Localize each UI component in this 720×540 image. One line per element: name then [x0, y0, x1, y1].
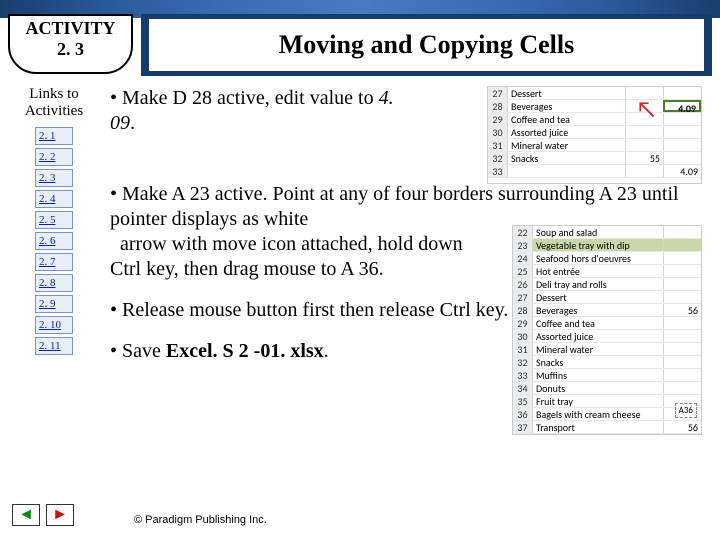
table-row: 25Hot entrée: [513, 265, 701, 278]
link-2-4[interactable]: 2. 4: [35, 190, 73, 208]
activity-badge: ACTIVITY 2. 3: [8, 14, 133, 74]
slide: ACTIVITY 2. 3 Moving and Copying Cells L…: [0, 0, 720, 540]
slide-title: Moving and Copying Cells: [149, 19, 705, 71]
table-row: 30Assorted juice: [513, 330, 701, 343]
link-2-7[interactable]: 2. 7: [35, 253, 73, 271]
figure-drag-cell: 22Soup and salad23Vegetable tray with di…: [512, 225, 702, 435]
drag-tooltip: A36: [675, 403, 697, 418]
sidebar: Links to Activities 2. 1 2. 2 2. 3 2. 4 …: [8, 86, 100, 358]
table-row: 29Coffee and tea: [513, 317, 701, 330]
activity-label: ACTIVITY: [10, 18, 131, 39]
copyright: © Paradigm Publishing Inc.: [134, 514, 267, 526]
next-button[interactable]: ►: [46, 504, 74, 526]
table-row: 35Fruit tray: [513, 395, 701, 408]
table-row: 24Seafood hors d'oeuvres: [513, 252, 701, 265]
cursor-icon: ↖: [636, 95, 657, 124]
link-2-11[interactable]: 2. 11: [35, 337, 73, 355]
link-2-3[interactable]: 2. 3: [35, 169, 73, 187]
table-row: 27Dessert: [513, 291, 701, 304]
title-container: Moving and Copying Cells: [141, 14, 712, 76]
bullet-3: • Release mouse button first then releas…: [110, 298, 510, 323]
links-heading: Links to Activities: [8, 86, 100, 121]
table-row: 28Beverages56: [513, 304, 701, 317]
table-row: 34Donuts: [513, 382, 701, 395]
table-row: 22Soup and salad: [513, 226, 701, 239]
link-2-6[interactable]: 2. 6: [35, 232, 73, 250]
table-row: 36Bagels with cream cheese: [513, 408, 701, 421]
link-2-10[interactable]: 2. 10: [35, 316, 73, 334]
link-2-5[interactable]: 2. 5: [35, 211, 73, 229]
link-2-1[interactable]: 2. 1: [35, 127, 73, 145]
table-row: 23Vegetable tray with dip: [513, 239, 701, 252]
table-row: 33Muffins: [513, 369, 701, 382]
link-2-9[interactable]: 2. 9: [35, 295, 73, 313]
prev-button[interactable]: ◄: [12, 504, 40, 526]
header: ACTIVITY 2. 3 Moving and Copying Cells: [8, 14, 712, 76]
link-2-8[interactable]: 2. 8: [35, 274, 73, 292]
figure-edit-cell: 27Dessert 28Beverages4.09 29Coffee and t…: [487, 86, 702, 184]
bullet-1: • Make D 28 active, edit value to 4. 09.: [110, 86, 410, 136]
table-row: 37Transport56: [513, 421, 701, 434]
table-row: 32Snacks: [513, 356, 701, 369]
nav-arrows: ◄ ►: [12, 504, 74, 526]
table-row: 31Mineral water: [513, 343, 701, 356]
table-row: 26Deli tray and rolls: [513, 278, 701, 291]
activity-number: 2. 3: [10, 39, 131, 60]
link-2-2[interactable]: 2. 2: [35, 148, 73, 166]
